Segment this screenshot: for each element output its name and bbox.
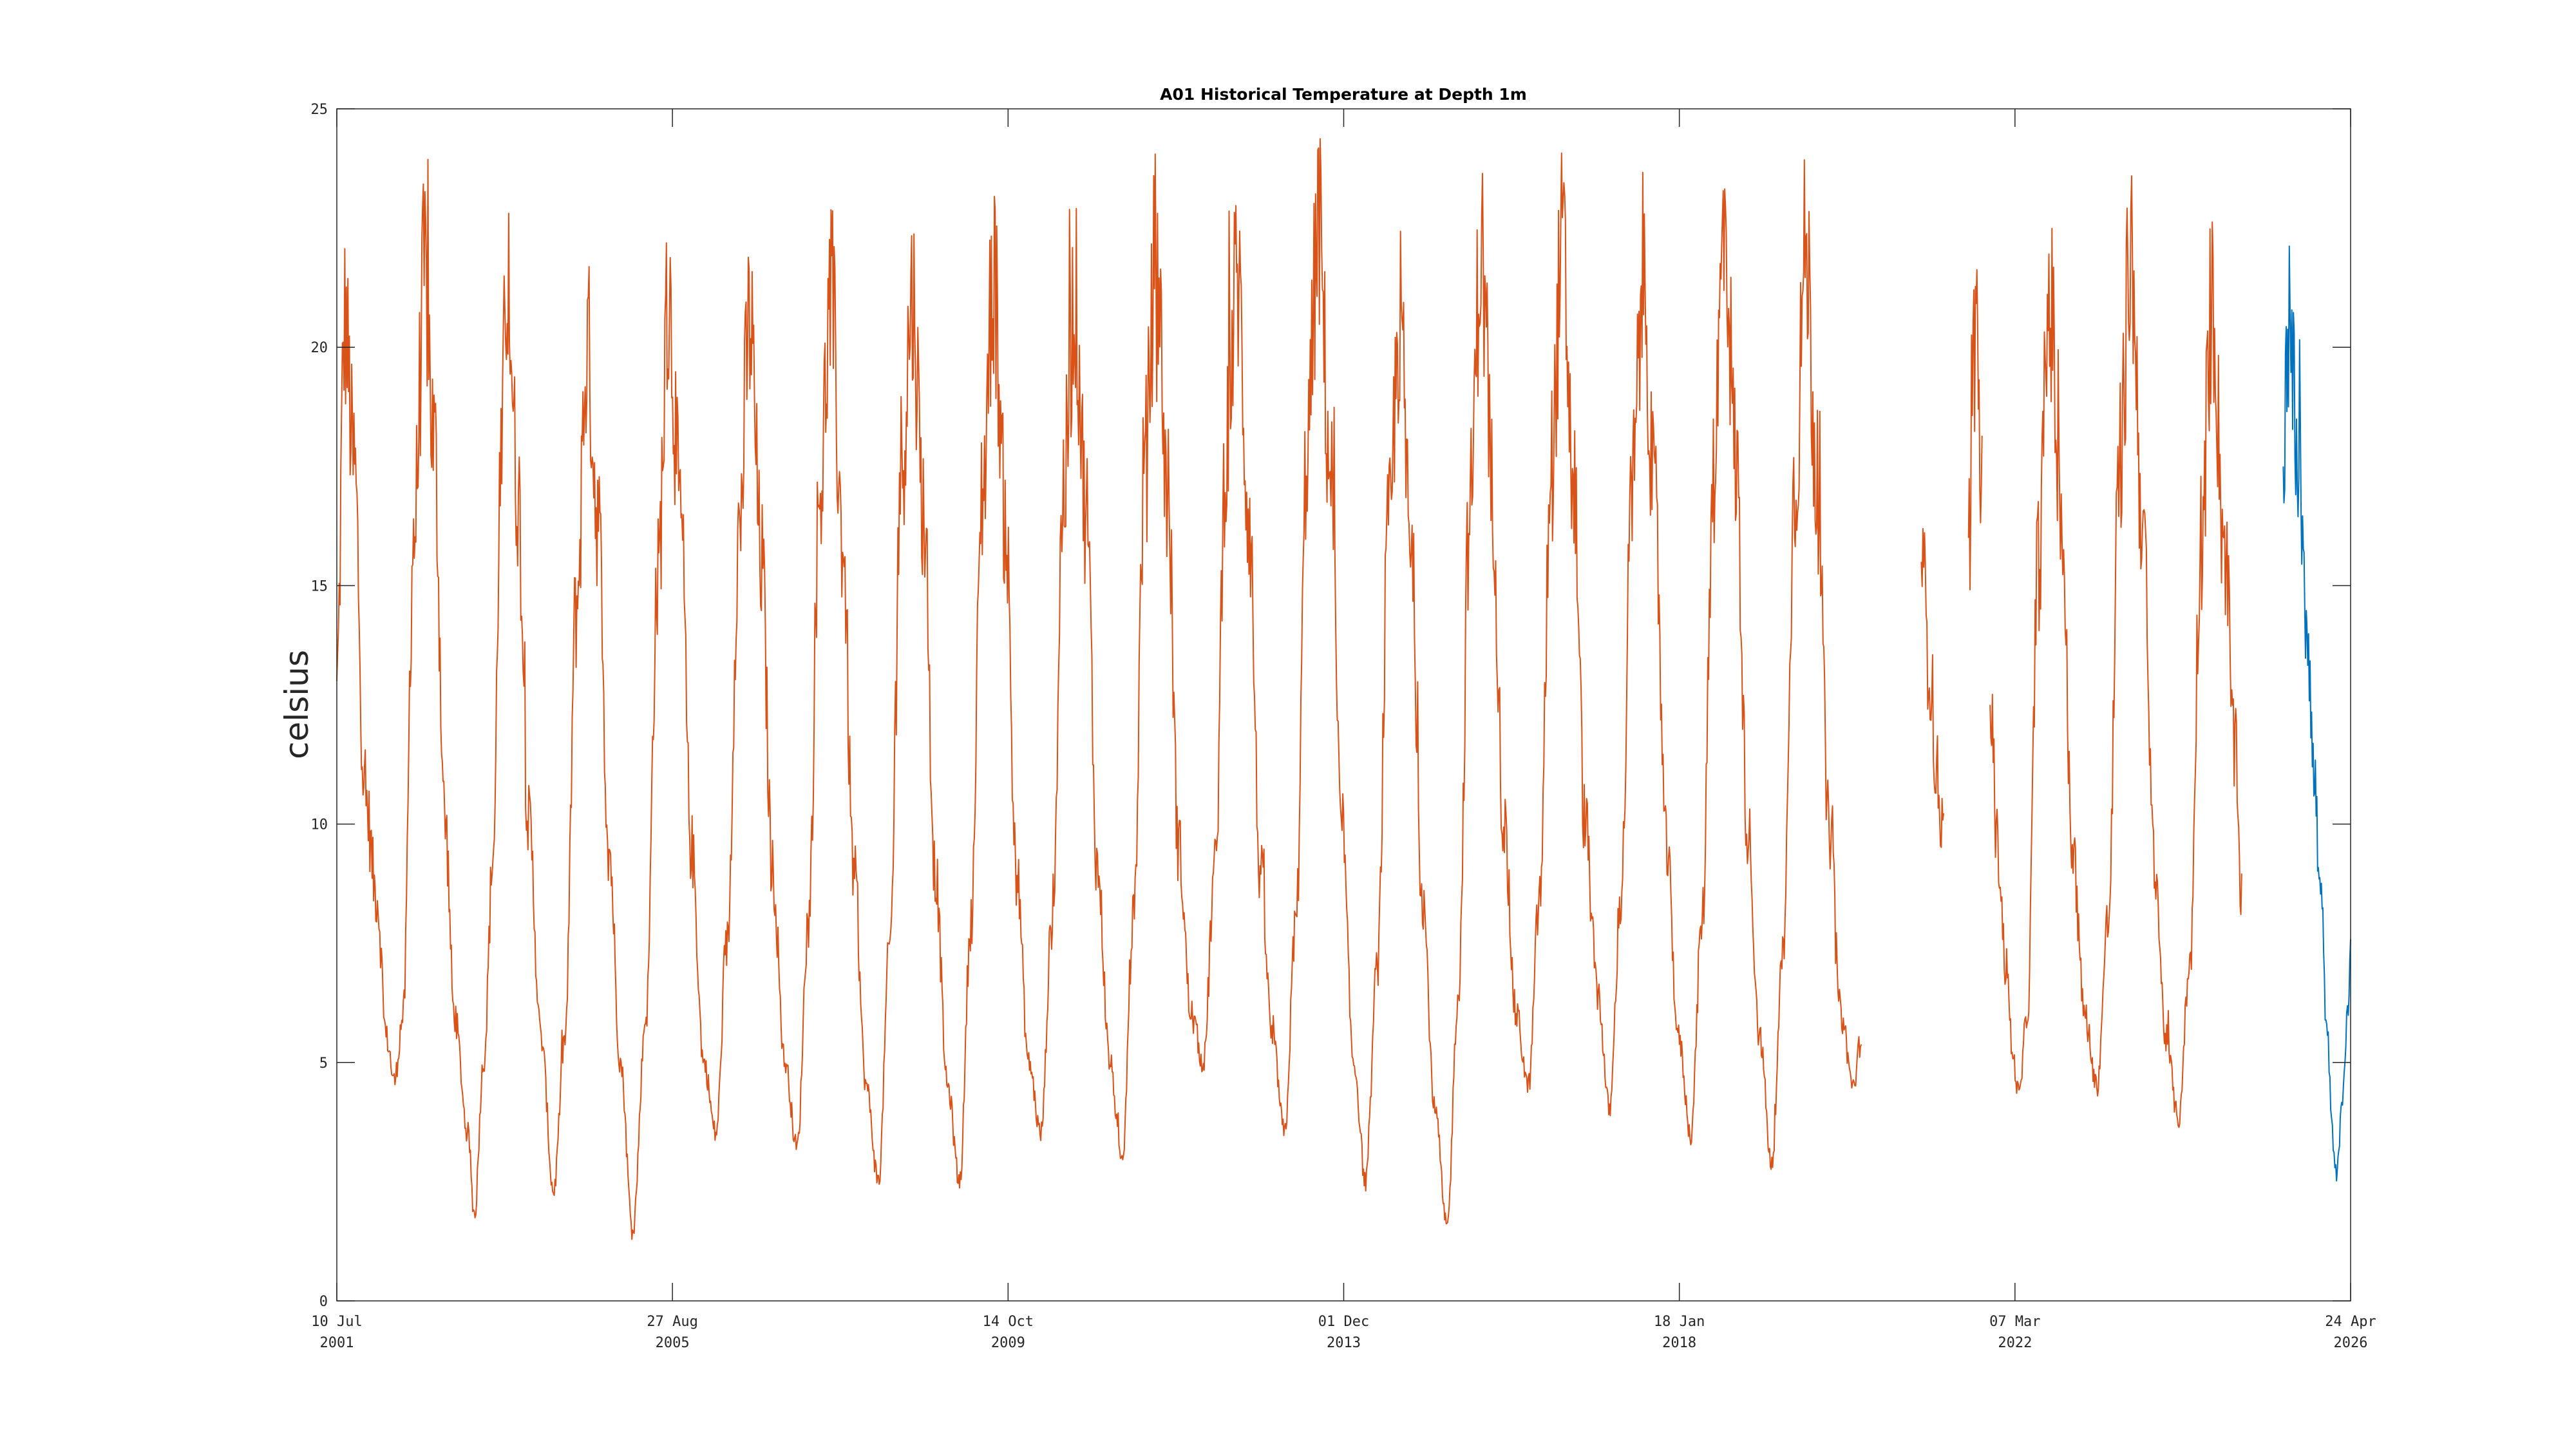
x-tick-label: 18 Jan bbox=[1654, 1314, 1705, 1330]
plot-area-frame bbox=[336, 108, 2351, 1302]
y-tick-label: 20 bbox=[311, 340, 328, 356]
series-line-2 bbox=[1967, 269, 1983, 591]
x-tick-label-year: 2026 bbox=[2334, 1335, 2368, 1351]
x-tick-label: 24 Apr bbox=[2325, 1314, 2376, 1330]
x-tick-label-year: 2013 bbox=[1327, 1335, 1361, 1351]
x-tick-label-year: 2009 bbox=[991, 1335, 1025, 1351]
x-tick-label: 07 Mar bbox=[1989, 1314, 2040, 1330]
series-line-4 bbox=[2282, 245, 2351, 1182]
y-tick-label: 10 bbox=[311, 817, 328, 833]
x-tick-label-year: 2005 bbox=[656, 1335, 690, 1351]
x-tick-label-year: 2018 bbox=[1662, 1335, 1696, 1351]
x-tick-label-year: 2022 bbox=[1998, 1335, 2032, 1351]
x-tick-label-year: 2001 bbox=[320, 1335, 354, 1351]
y-tick-label: 25 bbox=[311, 102, 328, 118]
y-tick-label: 0 bbox=[319, 1294, 328, 1310]
y-tick-label: 5 bbox=[319, 1056, 328, 1072]
x-tick-label: 14 Oct bbox=[983, 1314, 1034, 1330]
chart-title: A01 Historical Temperature at Depth 1m bbox=[1160, 85, 1527, 104]
series-line-0 bbox=[336, 138, 1862, 1240]
y-axis-label: celsius bbox=[278, 650, 316, 759]
series-layer bbox=[336, 138, 2351, 1240]
series-line-1 bbox=[1920, 527, 1944, 848]
y-tick-label: 15 bbox=[311, 578, 328, 594]
series-line-3 bbox=[1989, 175, 2242, 1128]
x-tick-label: 10 Jul bbox=[311, 1314, 362, 1330]
x-tick-label: 01 Dec bbox=[1318, 1314, 1369, 1330]
x-tick-label: 27 Aug bbox=[647, 1314, 697, 1330]
